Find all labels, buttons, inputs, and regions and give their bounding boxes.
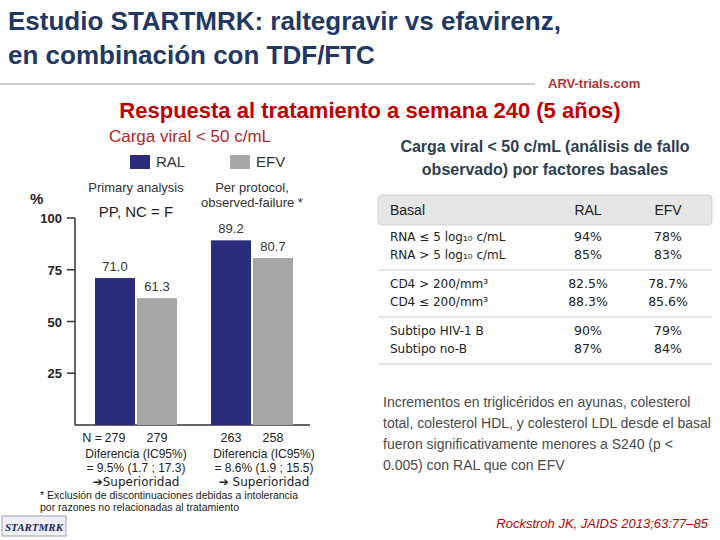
y-tick-label: 75 xyxy=(48,263,62,278)
row-label: RNA > 5 log₁₀ c/mL xyxy=(390,248,506,262)
table-title: Carga viral < 50 c/mL (análisis de fallo xyxy=(400,138,689,155)
category-sublabel: PP, NC = F xyxy=(99,203,173,220)
difference-value: = 8.6% (1.9 ; 15.5) xyxy=(214,461,313,475)
n-label: 279 xyxy=(105,431,126,445)
legend: RAL EFV xyxy=(130,153,285,170)
slide: Estudio STARTMRK: raltegravir vs efavire… xyxy=(0,0,720,540)
legend-label: RAL xyxy=(156,153,185,170)
subtitle: Respuesta al tratamiento a semana 240 (5… xyxy=(119,98,620,123)
category-label: Primary analysis xyxy=(88,180,184,195)
cell: 88.3% xyxy=(568,294,608,309)
row-label: CD4 ≤ 200/mm³ xyxy=(390,295,488,309)
category-line: observed-failure * xyxy=(201,195,303,210)
difference-label: Diferencia (IC95%) xyxy=(85,447,186,461)
bar xyxy=(137,298,177,425)
cell: 78% xyxy=(654,229,682,244)
study-logo-bg xyxy=(2,516,66,536)
data-label: 71.0 xyxy=(102,259,127,274)
table-header: EFV xyxy=(654,202,682,218)
chart-title: Carga viral < 50 c/mL xyxy=(109,127,271,146)
cell: 94% xyxy=(574,229,602,244)
table-rule xyxy=(378,270,712,271)
slide-title: en combinación con TDF/FTC xyxy=(8,40,375,70)
row-label: Subtipo HIV-1 B xyxy=(390,324,484,338)
data-label: 89.2 xyxy=(218,221,243,236)
legend-label: EFV xyxy=(256,153,285,170)
footnote: * Exclusión de discontinuaciones debidas… xyxy=(40,489,298,501)
cell: 85.6% xyxy=(648,294,688,309)
n-label: 263 xyxy=(221,431,242,445)
bar xyxy=(95,278,135,425)
category-line: Per protocol, xyxy=(215,180,289,195)
y-tick xyxy=(67,217,75,219)
cell: 90% xyxy=(574,323,602,338)
table-rule xyxy=(378,364,712,365)
row-label: Subtipo no-B xyxy=(390,342,467,356)
category-line: Primary analysis xyxy=(88,180,184,195)
cell: 85% xyxy=(574,247,602,262)
difference-conclusion: ➔ Superioridad xyxy=(219,475,310,489)
cell: 78.7% xyxy=(648,276,688,291)
y-tick-label: 25 xyxy=(48,366,62,381)
logo: ARV-trials.com xyxy=(548,76,640,91)
y-axis-label: % xyxy=(30,190,43,207)
legend-swatch xyxy=(130,155,150,169)
cell: 84% xyxy=(654,341,682,356)
category-label: Per protocol,observed-failure * xyxy=(201,180,303,210)
difference-value: = 9.5% (1.7 ; 17.3) xyxy=(86,461,185,475)
study-logo: STARTMRK xyxy=(5,521,64,533)
y-tick xyxy=(67,321,75,323)
n-prefix: N = xyxy=(82,431,102,445)
y-tick xyxy=(67,373,75,375)
table-rule xyxy=(378,317,712,318)
y-tick-label: 50 xyxy=(48,315,62,330)
y-tick xyxy=(67,269,75,271)
cell: 83% xyxy=(654,247,682,262)
legend-swatch xyxy=(230,155,250,169)
slide-title: Estudio STARTMRK: raltegravir vs efavire… xyxy=(8,6,561,36)
row-label: RNA ≤ 5 log₁₀ c/mL xyxy=(390,230,506,244)
note: Incrementos en triglicéridos en ayunas, … xyxy=(383,392,713,476)
bars xyxy=(95,240,293,425)
table-header: RAL xyxy=(574,202,601,218)
difference-label: Diferencia (IC95%) xyxy=(213,447,314,461)
cell: 79% xyxy=(654,323,682,338)
table-header-bg xyxy=(378,195,712,225)
cell: 82.5% xyxy=(568,276,608,291)
data-label: 61.3 xyxy=(144,279,169,294)
header-rule xyxy=(0,84,535,85)
difference-conclusion: ➔Superioridad xyxy=(93,475,180,489)
n-label: 279 xyxy=(147,431,168,445)
citation: Rockstroh JK, JAIDS 2013;63:77–85 xyxy=(496,516,709,531)
footnote: por razones no relacionadas al tratamien… xyxy=(40,501,239,513)
row-label: CD4 > 200/mm³ xyxy=(390,277,488,291)
data-label: 80.7 xyxy=(260,239,285,254)
cell: 87% xyxy=(574,341,602,356)
n-label: 258 xyxy=(263,431,284,445)
bar xyxy=(253,258,293,425)
bar xyxy=(211,240,251,425)
table-header: Basal xyxy=(390,202,425,218)
y-tick-label: 100 xyxy=(40,211,62,226)
table-title: observado) por factores basales xyxy=(422,161,668,178)
